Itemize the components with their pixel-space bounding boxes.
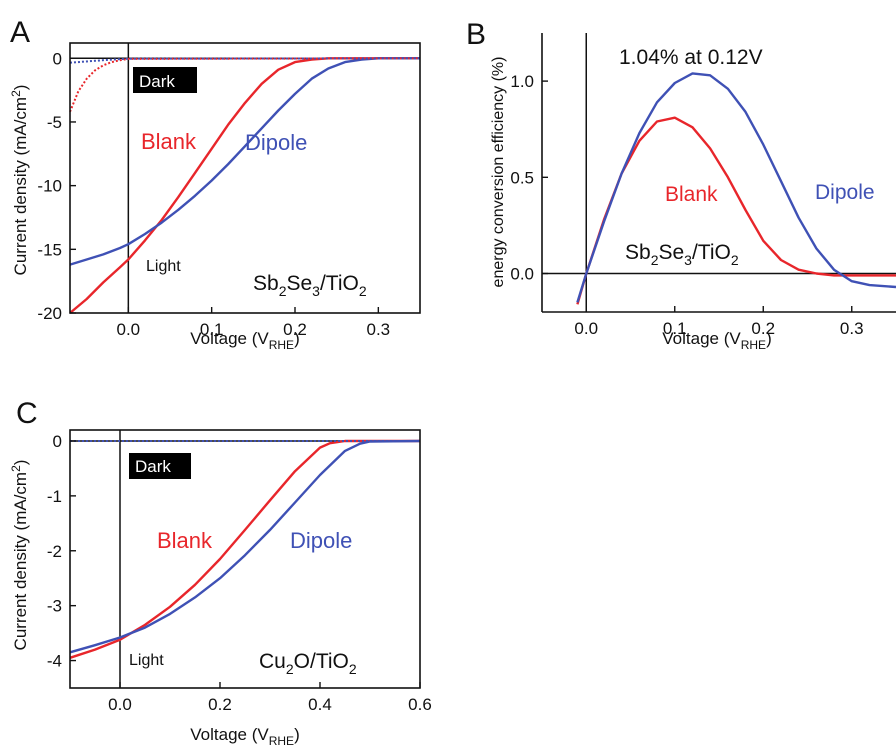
panel-c-dipole-label: Dipole xyxy=(290,528,352,553)
panel-label-c: C xyxy=(16,397,38,430)
panel-a-x-tick-label: 0.1 xyxy=(200,320,224,339)
panel-a-y-tick-label: -15 xyxy=(37,240,62,259)
panel-a-series-blank-dark xyxy=(69,57,421,113)
panel-a: A 0.0 0.1 0.2 0.3 0 -5 -10 -15 -20 Dark Light Bl… xyxy=(9,16,421,352)
panel-c-y-tick-label: -4 xyxy=(47,652,62,671)
panel-a-dark-box xyxy=(133,67,197,93)
panel-a-frame xyxy=(69,42,421,314)
panel-c-plot-area xyxy=(69,430,421,688)
panel-c-x-tick-label: 0.2 xyxy=(208,695,232,714)
panel-b-peak-annotation: 1.04% at 0.12V xyxy=(619,46,763,69)
panel-b-sample-label: Sb2Se3/TiO2 xyxy=(625,241,739,268)
panel-b-y-tick-label: 0.0 xyxy=(510,265,534,284)
panel-c-dark-box xyxy=(129,453,191,479)
panel-b-blank-label: Blank xyxy=(665,183,718,206)
panel-a-series-dipole-dark xyxy=(69,57,421,64)
panel-b-y-tick-label: 1.0 xyxy=(510,72,534,91)
panel-a-dark-label: Dark xyxy=(139,72,175,91)
panel-a-axes: 0.0 0.1 0.2 0.3 0 -5 -10 -15 -20 xyxy=(37,49,390,339)
panel-a-x-tick-label: 0.2 xyxy=(283,320,307,339)
panel-b-y-axis-title: energy conversion efficiency (%) xyxy=(490,57,507,288)
panel-c-dark-label: Dark xyxy=(135,457,171,476)
panel-label-a: A xyxy=(10,16,30,49)
panel-c-y-tick-label: -1 xyxy=(47,487,62,506)
panel-c-y-tick-label: 0 xyxy=(53,432,62,451)
panel-a-light-label: Light xyxy=(146,258,181,275)
panel-b-y-tick-label: 0.5 xyxy=(510,168,534,187)
panel-c-axes: 0.0 0.2 0.4 0.6 0 -1 -2 -3 -4 xyxy=(47,432,432,714)
panel-b-plot-area xyxy=(542,33,896,312)
panel-b-x-tick-label: 0.0 xyxy=(574,319,598,338)
panel-b-series-blank xyxy=(576,116,896,305)
panel-c-series-blank-light xyxy=(69,439,420,659)
panel-a-series-blank-light xyxy=(69,57,420,314)
panel-b-x-tick-label: 0.1 xyxy=(663,319,687,338)
panel-a-series-dipole-light xyxy=(69,57,420,266)
panel-b-dipole-label: Dipole xyxy=(815,181,875,204)
panel-b: B 0.0 0.1 0.2 0.3 0.0 0.5 1.0 1.04% at 0.12V B… xyxy=(466,18,896,352)
panel-b-x-tick-label: 0.2 xyxy=(751,319,775,338)
panel-b-axes: 0.0 0.1 0.2 0.3 0.0 0.5 1.0 xyxy=(510,72,863,338)
panel-a-y-tick-label: -20 xyxy=(37,304,62,323)
panel-a-y-tick-label: -10 xyxy=(37,177,62,196)
panel-a-plot-area xyxy=(69,43,421,314)
panel-c-light-label: Light xyxy=(129,652,164,669)
panel-a-dipole-label: Dipole xyxy=(245,130,307,155)
panel-a-x-axis-title: Voltage (VRHE) xyxy=(190,329,299,352)
panel-c-x-tick-label: 0.6 xyxy=(408,695,432,714)
panel-a-sample-label: Sb2Se3/TiO2 xyxy=(253,272,367,299)
panel-c-blank-label: Blank xyxy=(157,528,213,553)
panel-a-y-tick-label: -5 xyxy=(47,113,62,132)
panel-a-y-axis-title: Current density (mA/cm2) xyxy=(9,85,30,276)
panel-c-y-tick-label: -3 xyxy=(47,597,62,616)
panel-c-x-axis-title: Voltage (VRHE) xyxy=(190,725,299,748)
panel-c-series-dipole-light xyxy=(69,439,421,654)
panel-c-y-axis-title: Current density (mA/cm2) xyxy=(9,460,30,651)
panel-c: C 0.0 0.2 0.4 0.6 0 -1 -2 -3 -4 Dark Light Blank… xyxy=(9,397,432,748)
panel-a-x-tick-label: 0.3 xyxy=(367,320,391,339)
panel-c-frame xyxy=(69,429,421,689)
panel-a-y-tick-label: 0 xyxy=(53,49,62,68)
panel-c-x-tick-label: 0.4 xyxy=(308,695,332,714)
panel-b-x-axis-title: Voltage (VRHE) xyxy=(662,329,771,352)
panel-label-b: B xyxy=(466,18,486,51)
panel-b-series-dipole xyxy=(576,72,896,303)
panel-b-x-tick-label: 0.3 xyxy=(840,319,864,338)
panel-a-blank-label: Blank xyxy=(141,129,197,154)
panel-c-x-tick-label: 0.0 xyxy=(108,695,132,714)
panel-c-sample-label: Cu2O/TiO2 xyxy=(259,650,357,677)
panel-a-x-tick-label: 0.0 xyxy=(117,320,141,339)
panel-c-y-tick-label: -2 xyxy=(47,542,62,561)
